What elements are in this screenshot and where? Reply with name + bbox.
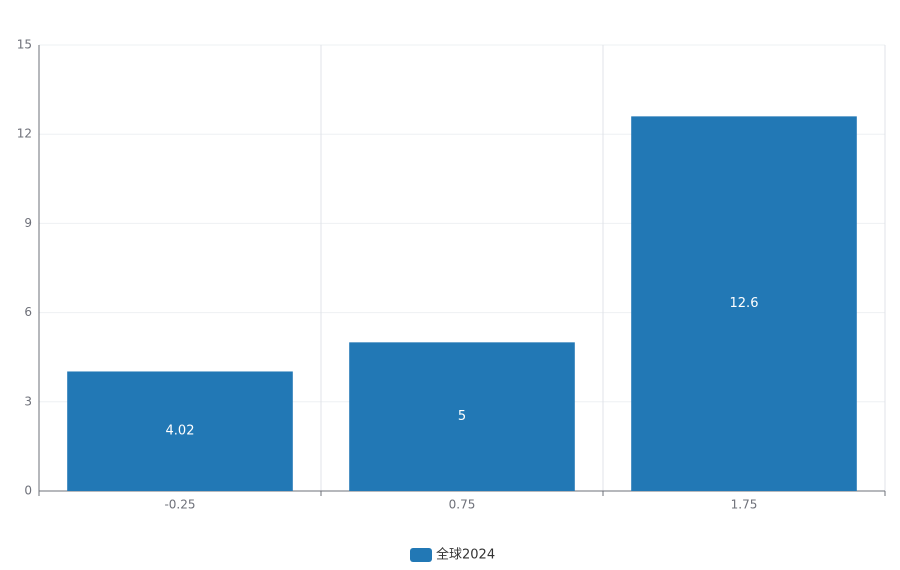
y-tick-label: 0 <box>24 484 32 498</box>
x-tick-label: -0.25 <box>164 498 195 512</box>
legend-swatch <box>410 548 432 562</box>
x-tick-label: 1.75 <box>731 498 758 512</box>
bar <box>631 116 857 492</box>
y-tick-label: 9 <box>24 216 32 230</box>
data-label: 12.6 <box>730 296 759 311</box>
y-tick-label: 15 <box>17 38 32 52</box>
x-tick-label: 0.75 <box>449 498 476 512</box>
bar <box>67 371 293 491</box>
bar <box>349 342 575 491</box>
y-tick-label: 12 <box>17 127 32 141</box>
data-label: 5 <box>458 409 466 424</box>
data-label: 4.02 <box>166 424 195 439</box>
legend-label: 全球2024 <box>436 547 495 563</box>
y-tick-label: 3 <box>24 394 32 408</box>
y-tick-label: 6 <box>24 305 32 319</box>
